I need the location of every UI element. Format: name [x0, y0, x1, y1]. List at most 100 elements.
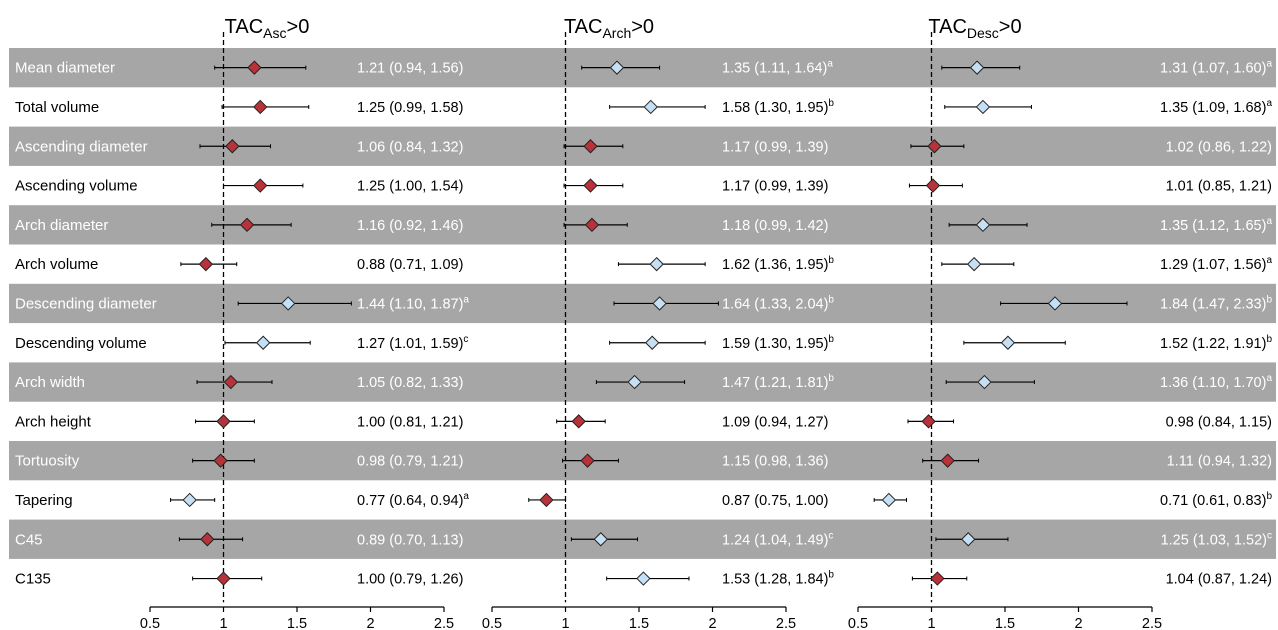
- row-label: Arch diameter: [15, 217, 108, 234]
- point-estimate-marker: [969, 60, 985, 75]
- point-estimate-marker: [977, 374, 992, 390]
- point-estimate-marker: [213, 453, 228, 468]
- point-estimate-marker: [649, 256, 664, 272]
- row-label: Tortuosity: [15, 453, 80, 470]
- point-estimate-marker: [247, 60, 262, 75]
- point-estimate-marker: [253, 99, 268, 115]
- x-tick-label: 2: [366, 616, 374, 630]
- estimate-label: 1.27 (1.01, 1.59)c: [357, 334, 468, 352]
- estimate-label: 1.47 (1.21, 1.81)b: [722, 373, 834, 391]
- row-band: [9, 126, 1276, 166]
- point-estimate-marker: [255, 335, 271, 350]
- estimate-label: 1.64 (1.33, 2.04)b: [722, 294, 834, 312]
- estimate-label: 1.05 (0.82, 1.33): [357, 375, 463, 391]
- point-estimate-marker: [580, 453, 595, 468]
- row-label: Total volume: [15, 99, 99, 116]
- row-band: [9, 205, 1276, 245]
- x-tick-label: 1.5: [995, 616, 1015, 630]
- point-estimate-marker: [1000, 335, 1016, 350]
- point-estimate-marker: [584, 217, 600, 233]
- point-estimate-marker: [216, 571, 231, 586]
- estimate-label: 0.71 (0.61, 0.83)b: [1160, 491, 1272, 509]
- point-estimate-marker: [643, 99, 658, 115]
- row-label: Arch width: [15, 374, 85, 391]
- point-estimate-marker: [961, 532, 976, 547]
- point-estimate-marker: [239, 217, 255, 233]
- estimate-label: 1.52 (1.22, 1.91)b: [1160, 334, 1272, 352]
- row-label: C45: [15, 531, 43, 548]
- point-estimate-marker: [940, 453, 955, 468]
- x-tick-label: 2.5: [776, 616, 796, 630]
- estimate-label: 1.59 (1.30, 1.95)b: [722, 334, 834, 352]
- point-estimate-marker: [539, 492, 554, 508]
- point-estimate-marker: [627, 374, 642, 390]
- x-tick-label: 0.5: [482, 616, 502, 630]
- estimate-label: 1.00 (0.81, 1.21): [357, 414, 463, 430]
- panel-title: TACAsc>0: [225, 16, 310, 41]
- estimate-label: 1.01 (0.85, 1.21): [1166, 179, 1272, 195]
- x-tick-label: 1: [927, 616, 935, 630]
- estimate-label: 1.25 (1.03, 1.52)c: [1161, 530, 1272, 548]
- estimate-label: 1.25 (0.99, 1.58): [357, 100, 463, 116]
- estimate-label: 1.58 (1.30, 1.95)b: [722, 98, 834, 116]
- point-estimate-marker: [930, 571, 945, 586]
- estimate-label: 1.24 (1.04, 1.49)c: [722, 530, 833, 548]
- x-tick-label: 1.5: [287, 616, 307, 630]
- point-estimate-marker: [975, 217, 991, 233]
- estimate-label: 1.04 (0.87, 1.24): [1166, 572, 1272, 588]
- estimate-label: 1.29 (1.07, 1.56)a: [1160, 255, 1272, 273]
- row-label: Mean diameter: [15, 60, 115, 77]
- panel-title: TACArch>0: [564, 16, 654, 41]
- point-estimate-marker: [583, 139, 598, 154]
- x-tick-label: 1: [219, 616, 227, 630]
- point-estimate-marker: [966, 256, 982, 272]
- point-estimate-marker: [881, 492, 897, 508]
- estimate-label: 1.17 (0.99, 1.39): [722, 139, 828, 155]
- point-estimate-marker: [593, 532, 608, 547]
- estimate-label: 1.25 (1.00, 1.54): [357, 179, 463, 195]
- row-label: Descending volume: [15, 335, 147, 352]
- point-estimate-marker: [225, 139, 240, 154]
- panel-title: TACDesc>0: [928, 16, 1021, 41]
- estimate-label: 0.89 (0.70, 1.13): [357, 532, 463, 548]
- estimate-label: 1.21 (0.94, 1.56): [357, 61, 463, 77]
- point-estimate-marker: [636, 571, 651, 586]
- point-estimate-marker: [652, 296, 667, 311]
- point-estimate-marker: [927, 139, 942, 154]
- estimate-label: 1.84 (1.47, 2.33)b: [1160, 294, 1272, 312]
- estimate-label: 1.06 (0.84, 1.32): [357, 139, 463, 155]
- x-tick-label: 1: [561, 616, 569, 630]
- estimate-label: 0.88 (0.71, 1.09): [357, 257, 463, 273]
- row-label: C135: [15, 571, 51, 588]
- point-estimate-marker: [571, 414, 586, 429]
- point-estimate-marker: [609, 60, 625, 75]
- point-estimate-marker: [253, 178, 268, 193]
- estimate-label: 0.77 (0.64, 0.94)a: [357, 491, 469, 509]
- point-estimate-marker: [1047, 296, 1063, 311]
- estimate-label: 1.53 (1.28, 1.84)b: [722, 570, 834, 588]
- point-estimate-marker: [975, 99, 991, 115]
- point-estimate-marker: [925, 178, 941, 193]
- x-tick-label: 2: [708, 616, 716, 630]
- row-label: Tapering: [15, 492, 73, 509]
- estimate-label: 0.98 (0.84, 1.15): [1166, 414, 1272, 430]
- estimate-label: 1.18 (0.99, 1.42): [722, 218, 828, 234]
- point-estimate-marker: [223, 374, 239, 390]
- estimate-label: 0.87 (0.75, 1.00): [722, 493, 828, 509]
- point-estimate-marker: [198, 256, 214, 272]
- estimate-label: 1.15 (0.98, 1.36): [722, 454, 828, 470]
- row-label: Ascending volume: [15, 178, 138, 195]
- point-estimate-marker: [645, 335, 660, 350]
- x-tick-label: 2.5: [1142, 616, 1162, 630]
- x-tick-label: 1.5: [629, 616, 649, 630]
- estimate-label: 1.11 (0.94, 1.32): [1167, 454, 1272, 470]
- row-label: Ascending diameter: [15, 138, 148, 155]
- point-estimate-marker: [921, 414, 936, 429]
- row-label: Descending diameter: [15, 295, 157, 312]
- row-label: Arch volume: [15, 256, 98, 273]
- estimate-label: 1.09 (0.94, 1.27): [722, 414, 828, 430]
- point-estimate-marker: [583, 178, 598, 193]
- estimate-label: 1.17 (0.99, 1.39): [722, 179, 828, 195]
- estimate-label: 1.62 (1.36, 1.95)b: [722, 255, 834, 273]
